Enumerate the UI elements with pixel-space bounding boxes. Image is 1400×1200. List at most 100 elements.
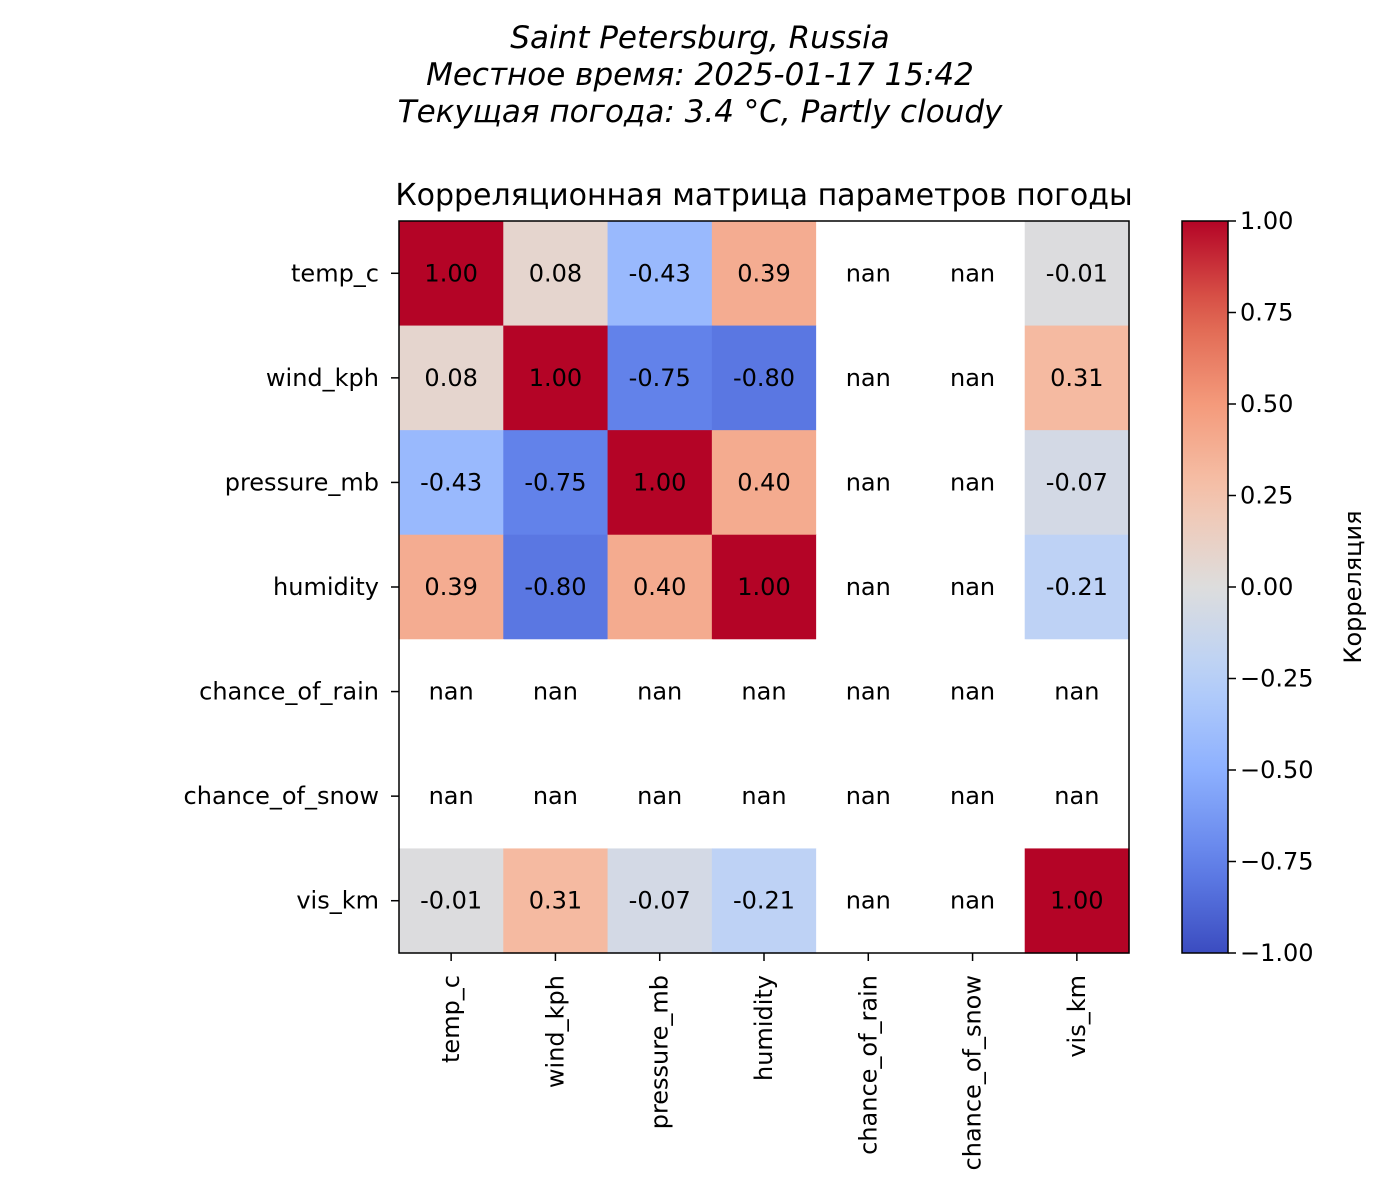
heatmap-cell xyxy=(607,221,713,327)
heatmap-cell xyxy=(1024,848,1130,954)
colorbar-tick-label: 0.00 xyxy=(1240,573,1293,601)
heatmap-cell xyxy=(399,221,504,327)
heatmap-cell xyxy=(1024,221,1130,327)
cell-value-label: -0.07 xyxy=(1046,468,1108,496)
cell-value-label: -0.43 xyxy=(420,468,482,496)
cell-value-label: 0.31 xyxy=(529,887,582,915)
cell-value-label: 1.00 xyxy=(633,468,686,496)
cell-value-label: 0.40 xyxy=(737,468,790,496)
heatmap-cell xyxy=(399,848,504,954)
heatmap-cell xyxy=(920,534,1026,640)
x-tick-label: chance_of_rain xyxy=(854,975,882,1155)
y-tick-label: pressure_mb xyxy=(225,468,379,496)
cell-value-label: nan xyxy=(846,678,891,706)
heatmap-cell xyxy=(503,639,609,745)
heatmap-cell xyxy=(399,325,504,431)
x-tick-label: pressure_mb xyxy=(646,975,674,1129)
cell-value-label: nan xyxy=(533,678,578,706)
colorbar-label: Корреляция xyxy=(1339,510,1367,663)
cell-value-label: nan xyxy=(846,259,891,287)
cell-value-label: 0.40 xyxy=(633,573,686,601)
cell-value-label: nan xyxy=(846,573,891,601)
cell-value-label: nan xyxy=(950,678,995,706)
heatmap-cell xyxy=(503,848,609,954)
cell-value-label: 1.00 xyxy=(1050,887,1103,915)
chart-title: Корреляционная матрица параметров погоды xyxy=(395,178,1132,213)
colorbar-tick-label: 1.00 xyxy=(1240,207,1293,235)
cell-value-label: 0.31 xyxy=(1050,364,1103,392)
heatmap-cell xyxy=(503,534,609,640)
colorbar-tick-label: −1.00 xyxy=(1240,939,1314,967)
heatmap-cell-labels: 1.00 0.08 -0.43 0.39 nan nan -0.01 0.08 1.00 -0.7… xyxy=(420,259,1108,914)
heatmap-cell xyxy=(920,430,1026,536)
heatmap-cell xyxy=(920,221,1026,327)
x-axis: temp_c wind_kph pressure_mb humidity chance_… xyxy=(437,953,1091,1170)
x-tick-label: temp_c xyxy=(437,975,465,1063)
local-time-line: Местное время: 2025-01-17 15:42 xyxy=(426,57,974,93)
heatmap-cell xyxy=(607,325,713,431)
current-weather-line: Текущая погода: 3.4 °C, Partly cloudy xyxy=(397,94,1003,130)
heatmap-cell xyxy=(503,221,609,327)
heatmap-cell xyxy=(816,743,922,850)
cell-value-label: -0.07 xyxy=(629,887,691,915)
cell-value-label: -0.01 xyxy=(1046,259,1108,287)
heatmap-cell xyxy=(920,325,1026,431)
colorbar xyxy=(1181,220,1229,954)
heatmap-cell xyxy=(816,534,922,640)
x-tick-label: humidity xyxy=(750,975,778,1081)
cell-value-label: nan xyxy=(846,364,891,392)
heatmap-cell xyxy=(607,534,713,640)
cell-value-label: nan xyxy=(846,782,891,810)
cell-value-label: nan xyxy=(846,887,891,915)
heatmap-cell xyxy=(607,848,713,954)
cell-value-label: -0.75 xyxy=(524,468,586,496)
heatmap-cell xyxy=(920,639,1026,745)
x-tick-label: wind_kph xyxy=(541,975,569,1088)
colorbar-axis: 1.00 0.75 0.50 0.25 0.00 −0.25 −0.50 −0.75 −1.00 xyxy=(1228,207,1314,967)
heatmap-cell xyxy=(711,325,817,431)
y-tick-label: humidity xyxy=(273,573,379,601)
cell-value-label: -0.75 xyxy=(629,364,691,392)
heatmap-cell xyxy=(711,848,817,954)
y-axis: temp_c wind_kph pressure_mb humidity chance_… xyxy=(184,259,399,915)
heatmap-cell xyxy=(399,639,504,745)
y-tick-label: chance_of_rain xyxy=(199,678,379,706)
colorbar-tick-label: −0.50 xyxy=(1240,756,1314,784)
heatmap-cell xyxy=(1024,534,1130,640)
cell-value-label: -0.80 xyxy=(733,364,795,392)
heatmap-cell xyxy=(607,639,713,745)
x-tick-label: chance_of_snow xyxy=(959,975,987,1170)
heatmap-cell xyxy=(711,430,817,536)
cell-value-label: 0.08 xyxy=(529,259,582,287)
y-tick-label: wind_kph xyxy=(266,364,379,392)
cell-value-label: nan xyxy=(950,782,995,810)
cell-value-label: 1.00 xyxy=(529,364,582,392)
heatmap-cell xyxy=(816,221,922,327)
cell-value-label: nan xyxy=(637,678,682,706)
heatmap-cell xyxy=(503,325,609,431)
cell-value-label: nan xyxy=(1054,678,1099,706)
heatmap-cell xyxy=(503,743,609,850)
heatmap-cell xyxy=(711,221,817,327)
y-tick-label: temp_c xyxy=(291,259,379,287)
heatmap-cell xyxy=(399,430,504,536)
heatmap-cell xyxy=(920,848,1026,954)
cell-value-label: 0.08 xyxy=(424,364,477,392)
y-tick-label: chance_of_snow xyxy=(184,782,379,810)
heatmap-cell xyxy=(1024,430,1130,536)
heatmap-cell xyxy=(711,743,817,850)
heatmap-cell xyxy=(816,430,922,536)
colorbar-tick-label: 0.75 xyxy=(1240,299,1293,327)
heatmap-cell xyxy=(607,430,713,536)
cell-value-label: nan xyxy=(950,573,995,601)
heatmap-cell xyxy=(607,743,713,850)
cell-value-label: nan xyxy=(950,259,995,287)
cell-value-label: nan xyxy=(1054,782,1099,810)
cell-value-label: 0.39 xyxy=(737,259,790,287)
cell-value-label: nan xyxy=(846,468,891,496)
cell-value-label: nan xyxy=(741,782,786,810)
cell-value-label: nan xyxy=(429,782,474,810)
heatmap-cell xyxy=(1024,325,1130,431)
cell-value-label: -0.21 xyxy=(1046,573,1108,601)
